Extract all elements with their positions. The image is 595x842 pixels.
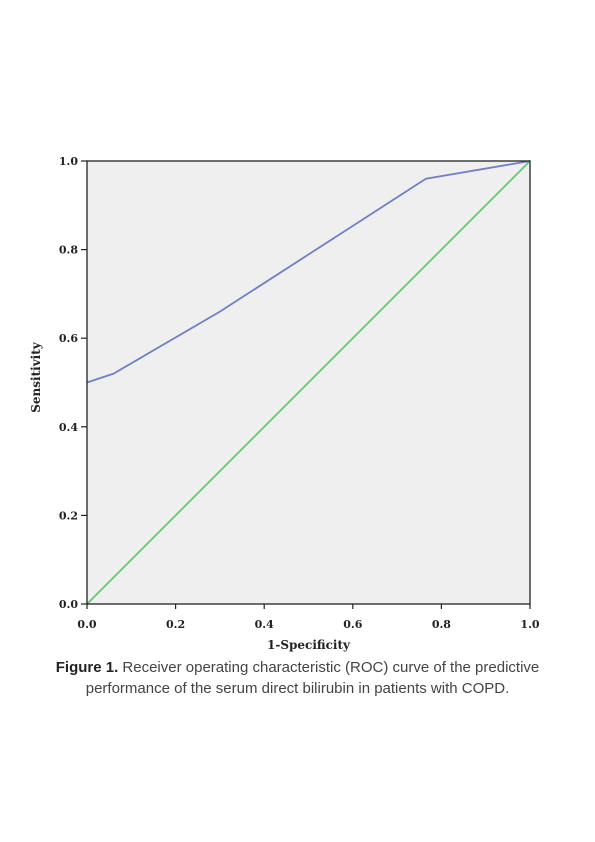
caption-label: Figure 1. <box>55 659 119 676</box>
x-tick-label: 0.4 <box>255 618 274 631</box>
roc-curve-line <box>86 160 531 384</box>
x-axis-title: 1-Specificity <box>267 638 351 652</box>
series-layer <box>86 160 531 605</box>
figure-caption: Figure 1. Receiver operating characteris… <box>20 657 575 699</box>
y-axis: 0.0 0.2 0.4 0.6 0.8 1.0 <box>59 155 87 611</box>
x-tick-label: 0.6 <box>343 618 362 631</box>
x-tick-label: 1.0 <box>520 618 539 631</box>
x-tick-label: 0.2 <box>166 618 185 631</box>
y-tick-label: 1.0 <box>59 155 78 168</box>
x-axis: 0.0 0.2 0.4 0.6 0.8 1.0 <box>77 604 540 631</box>
y-axis-title: Sensitivity <box>29 341 43 413</box>
plot-frame <box>86 160 531 605</box>
x-tick-label: 0.0 <box>77 618 96 631</box>
roc-chart: 0.0 0.2 0.4 0.6 0.8 1.0 0.0 0.2 0.4 0.6 0.8 1.0 1-… <box>29 155 540 652</box>
x-tick-label: 0.8 <box>432 618 451 631</box>
y-tick-label: 0.8 <box>59 244 78 257</box>
y-tick-label: 0.4 <box>59 421 78 434</box>
caption-text: Receiver operating characteristic (ROC) … <box>85 659 540 697</box>
reference-diagonal-line <box>86 160 531 605</box>
y-tick-label: 0.0 <box>59 598 78 611</box>
y-tick-label: 0.6 <box>59 332 78 345</box>
y-tick-label: 0.2 <box>59 509 78 522</box>
